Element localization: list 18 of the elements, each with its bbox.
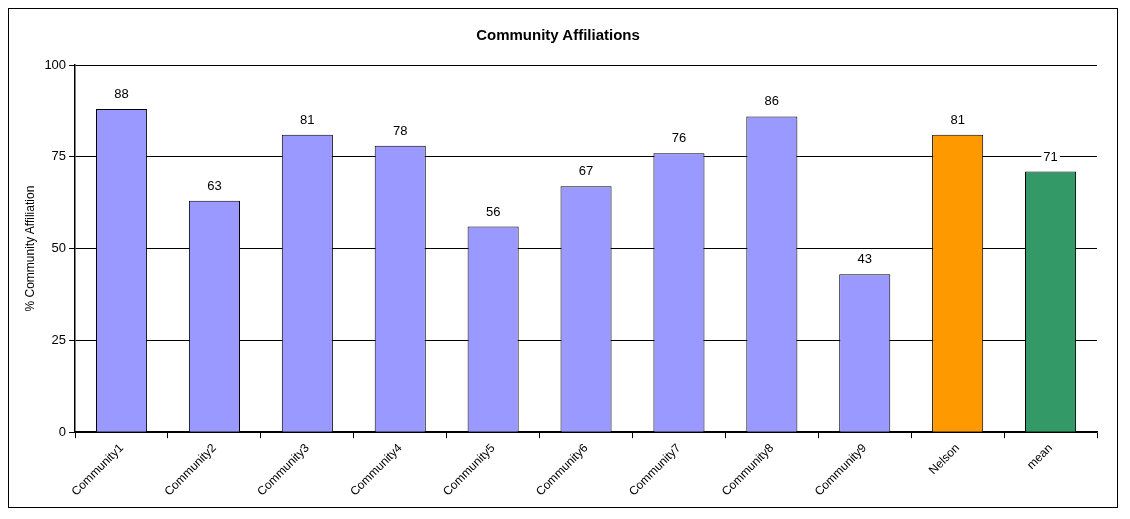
data-label: 67 — [578, 163, 594, 179]
y-axis-title: % Community Affiliation — [22, 185, 37, 312]
y-tick-label: 75 — [51, 148, 67, 164]
data-label: 78 — [393, 122, 408, 138]
y-tick-label: 25 — [51, 331, 67, 347]
data-label: 81 — [950, 111, 965, 127]
data-label: 43 — [857, 251, 872, 267]
chart-title: Community Affiliations — [476, 26, 640, 44]
data-label: 76 — [671, 130, 687, 146]
data-label: 63 — [207, 177, 222, 193]
data-label: 88 — [114, 86, 129, 102]
y-tick-label: 100 — [44, 56, 67, 72]
data-label: 56 — [485, 203, 501, 219]
data-label: 81 — [300, 111, 315, 127]
y-tick-label: 50 — [51, 240, 67, 256]
data-label: 71 — [1043, 148, 1058, 164]
y-tick-label: 0 — [58, 423, 67, 439]
data-label: 86 — [764, 93, 780, 109]
